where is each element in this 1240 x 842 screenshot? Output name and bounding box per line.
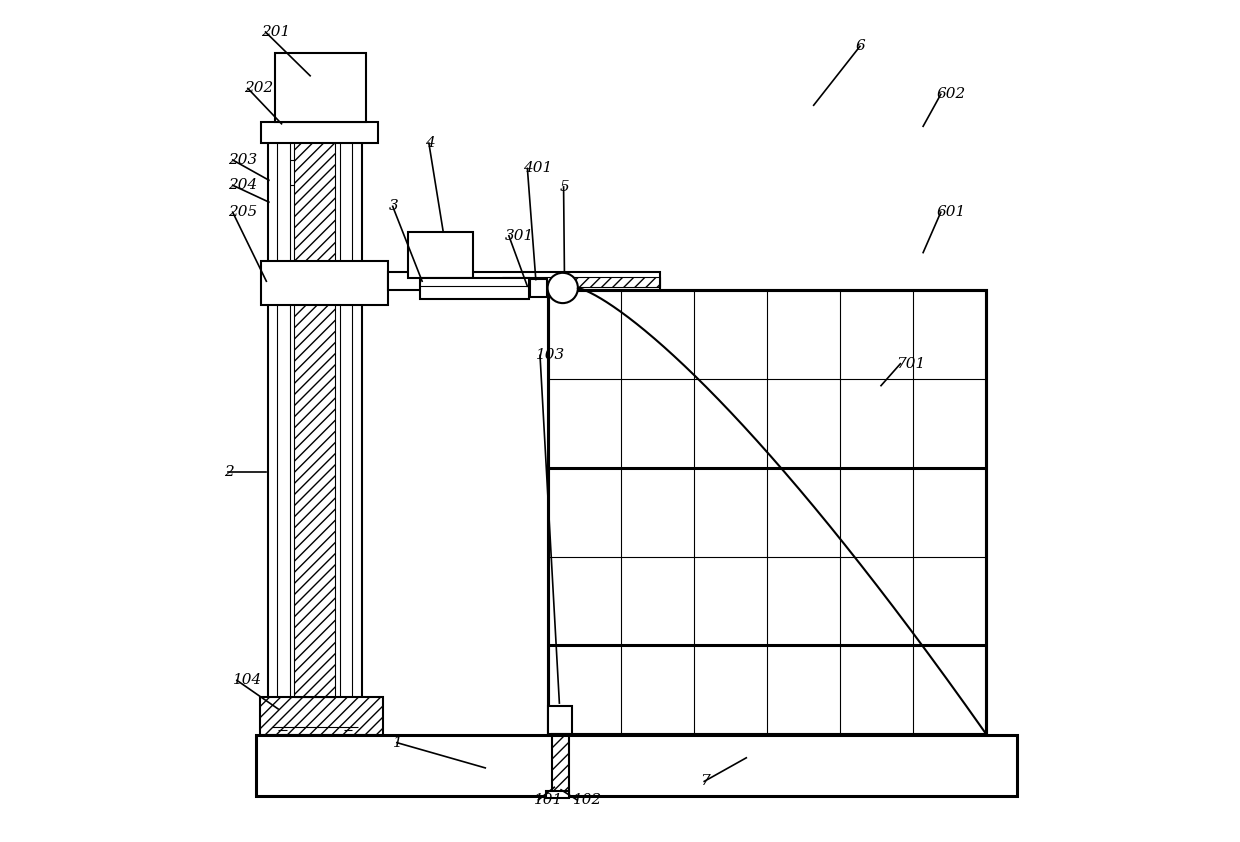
Text: 4: 4 bbox=[424, 136, 434, 150]
Bar bbox=[548, 290, 986, 734]
Bar bbox=[275, 53, 366, 122]
Bar bbox=[294, 122, 335, 697]
Text: 101: 101 bbox=[534, 793, 563, 807]
Text: 3: 3 bbox=[388, 200, 398, 213]
Bar bbox=[388, 272, 660, 290]
Bar bbox=[257, 735, 1018, 796]
Bar bbox=[552, 734, 569, 794]
Text: 401: 401 bbox=[523, 162, 553, 175]
Text: 602: 602 bbox=[936, 88, 966, 101]
Circle shape bbox=[548, 273, 578, 303]
Text: 204: 204 bbox=[228, 179, 258, 192]
Text: 102: 102 bbox=[573, 793, 603, 807]
Bar bbox=[529, 279, 547, 297]
Bar bbox=[262, 261, 388, 305]
Bar bbox=[408, 232, 474, 278]
Text: 701: 701 bbox=[897, 357, 925, 370]
Text: 601: 601 bbox=[936, 205, 966, 219]
Bar bbox=[502, 277, 660, 287]
Text: 103: 103 bbox=[536, 349, 565, 362]
Bar bbox=[548, 290, 986, 734]
Text: 205: 205 bbox=[228, 205, 258, 219]
Bar bbox=[262, 122, 377, 143]
Bar bbox=[419, 278, 529, 299]
Bar bbox=[546, 791, 569, 798]
Text: 2: 2 bbox=[224, 465, 234, 478]
Text: 104: 104 bbox=[233, 674, 262, 687]
Text: 301: 301 bbox=[505, 229, 534, 242]
Bar bbox=[548, 706, 572, 734]
Text: 1: 1 bbox=[393, 736, 403, 749]
Text: 7: 7 bbox=[701, 775, 709, 788]
Text: 203: 203 bbox=[228, 153, 258, 167]
Text: 201: 201 bbox=[262, 25, 290, 39]
Bar bbox=[259, 697, 383, 735]
Text: 202: 202 bbox=[243, 82, 273, 95]
Text: 5: 5 bbox=[559, 180, 569, 194]
Text: 6: 6 bbox=[856, 40, 866, 53]
